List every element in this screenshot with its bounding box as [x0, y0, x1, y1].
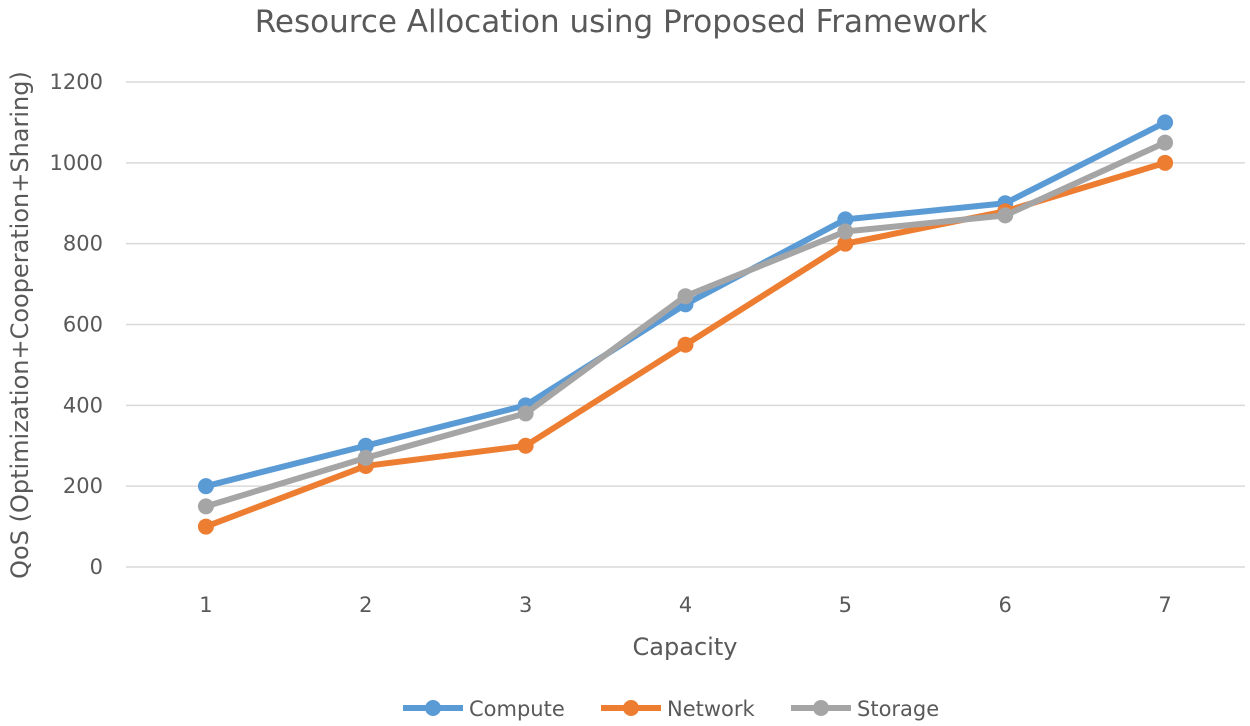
series-storage	[197, 134, 1174, 515]
storage-point-4	[677, 288, 694, 305]
series-network	[197, 154, 1174, 535]
network-point-1	[197, 518, 214, 535]
storage-point-2	[357, 449, 374, 466]
compute-point-1	[197, 478, 214, 495]
x-tick-label-1: 1	[199, 593, 212, 617]
x-tick-label-5: 5	[839, 593, 852, 617]
legend-item-network: Network	[601, 697, 756, 721]
storage-point-1	[197, 498, 214, 515]
series-compute	[197, 114, 1174, 495]
y-tick-label-800: 800	[63, 232, 103, 256]
x-tick-label-3: 3	[519, 593, 532, 617]
storage-point-5	[837, 223, 854, 240]
y-tick-label-600: 600	[63, 313, 103, 337]
legend-label-storage: Storage	[857, 697, 939, 721]
y-tick-label-400: 400	[63, 393, 103, 417]
y-tick-label-200: 200	[63, 474, 103, 498]
legend-swatch-marker-compute	[425, 700, 441, 716]
legend-swatch-marker-storage	[813, 700, 829, 716]
network-point-5	[837, 235, 854, 252]
y-tick-label-1000: 1000	[50, 151, 103, 175]
y-tick-label-0: 0	[90, 555, 103, 579]
legend-item-compute: Compute	[403, 697, 565, 721]
network-point-4	[677, 336, 694, 353]
x-axis-label: Capacity	[633, 633, 738, 661]
network-point-7	[1157, 154, 1174, 171]
x-tick-label-2: 2	[359, 593, 372, 617]
legend-label-compute: Compute	[469, 697, 565, 721]
legend-label-network: Network	[667, 697, 756, 721]
storage-point-6	[997, 207, 1014, 224]
storage-point-3	[517, 405, 534, 422]
x-tick-label-7: 7	[1158, 593, 1171, 617]
legend-item-storage: Storage	[791, 697, 939, 721]
storage-point-7	[1157, 134, 1174, 151]
legend: Compute Network Storage	[403, 697, 939, 721]
x-tick-label-4: 4	[679, 593, 692, 617]
compute-point-5	[837, 211, 854, 228]
y-axis-ticks: 0 200 400 600 800 1000 1200	[50, 70, 103, 579]
network-point-3	[517, 437, 534, 454]
series-group	[197, 114, 1174, 535]
compute-point-7	[1157, 114, 1174, 131]
y-axis-label: QoS (Optimization+Cooperation+Sharing)	[6, 71, 34, 579]
y-tick-label-1200: 1200	[50, 70, 103, 94]
x-axis-ticks: 1 2 3 4 5 6 7	[199, 593, 1172, 617]
legend-swatch-marker-network	[623, 700, 639, 716]
x-tick-label-6: 6	[999, 593, 1012, 617]
chart-title: Resource Allocation using Proposed Frame…	[255, 4, 988, 40]
compute-point-2	[357, 437, 374, 454]
